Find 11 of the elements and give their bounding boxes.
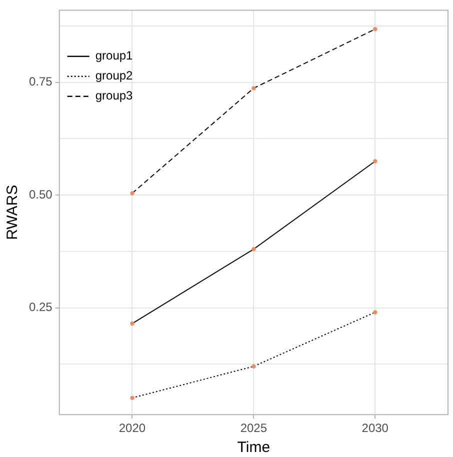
y-tick-label: 0.50 [28,187,53,202]
y-tick-label: 0.75 [28,74,53,89]
x-tick-label: 2030 [362,421,389,436]
y-axis-title: RWARS [4,184,22,240]
y-tick-label: 0.25 [28,300,53,314]
x-tick-label: 2020 [118,421,146,436]
legend-label: group3 [95,88,134,103]
x-axis-title: Time [237,439,270,456]
legend-label: group2 [95,68,134,83]
x-tick-label: 2025 [240,421,268,436]
legend-label: group1 [95,48,134,63]
